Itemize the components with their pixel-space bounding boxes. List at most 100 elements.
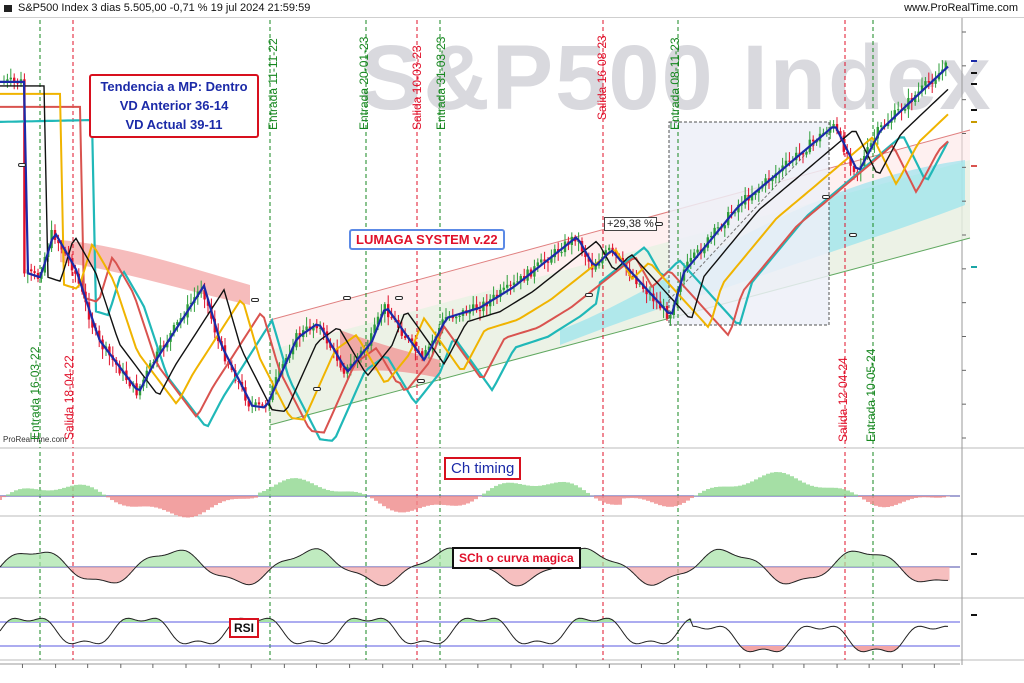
candle-body	[594, 265, 597, 270]
candle-body	[30, 269, 33, 272]
price-label-ma1	[971, 109, 977, 111]
candle-body	[754, 193, 757, 196]
candle-body	[315, 325, 318, 329]
candle-body	[733, 212, 737, 214]
candle-body	[6, 79, 9, 82]
trend-line-2: VD Anterior 36-14	[119, 98, 229, 113]
candle-body	[852, 165, 856, 172]
candle-body	[383, 304, 386, 314]
candle-body	[189, 302, 193, 305]
candle-body	[737, 204, 740, 213]
candle-body	[832, 124, 835, 128]
ma-yellow	[0, 92, 949, 421]
candle-body	[322, 327, 325, 332]
candle-body	[254, 402, 257, 406]
signal-label-8	[822, 195, 830, 199]
candle-body	[516, 281, 519, 283]
candle-body	[400, 327, 403, 336]
entry-label-5: Entrada 31-03-23	[434, 36, 448, 130]
entry-label-7: Entrada 08-11-23	[668, 37, 682, 130]
price-label-close	[971, 83, 977, 85]
candle-body	[611, 247, 614, 251]
candle-body	[74, 270, 77, 274]
candle-body	[710, 235, 713, 238]
candle-body	[560, 252, 563, 254]
candle-body	[621, 258, 624, 261]
candle-body	[424, 350, 427, 357]
price-signal-line	[0, 65, 949, 409]
candle-body	[798, 152, 801, 154]
signal-label-6	[585, 293, 593, 297]
candle-body	[669, 315, 672, 319]
candle-body	[499, 289, 502, 297]
candle-body	[689, 257, 692, 262]
entry-label-1: Salida 18-04-22	[62, 355, 76, 440]
trend-line-3: VD Actual 39-11	[125, 117, 223, 132]
candle-body	[897, 109, 900, 111]
candle-body	[455, 316, 458, 319]
price-label-ma4	[971, 266, 977, 268]
candle-body	[546, 261, 550, 263]
candle-body	[495, 294, 499, 297]
site-url[interactable]: www.ProRealTime.com	[904, 2, 1018, 14]
signal-label-9	[849, 233, 857, 237]
entry-label-0: Entrada 16-03-22	[28, 346, 42, 440]
chart-icon	[4, 5, 12, 12]
candle-body	[421, 351, 424, 357]
candle-body	[723, 225, 726, 229]
percent-change-label: +29,38 %	[604, 217, 657, 231]
candle-body	[730, 212, 733, 214]
candle-body	[475, 304, 478, 311]
candle-body	[489, 299, 492, 307]
source-label: ProRealTime.com	[3, 435, 67, 444]
candle-body	[278, 368, 281, 378]
candle-body	[638, 283, 641, 285]
candle-body	[920, 85, 924, 92]
candle-body	[839, 131, 842, 136]
candle-body	[376, 316, 380, 325]
candle-body	[893, 110, 896, 120]
candle-body	[203, 289, 206, 300]
candle-body	[427, 346, 431, 351]
candle-body	[696, 249, 699, 253]
candle-body	[410, 338, 414, 342]
rsi-curve	[0, 617, 949, 653]
candle-body	[927, 81, 930, 83]
entry-label-3: Entrada 20-01-23	[357, 36, 371, 130]
candle-body	[825, 132, 828, 134]
signal-label-3	[395, 296, 403, 300]
candle-body	[931, 82, 934, 84]
signal-label-7	[655, 222, 663, 226]
candle-body	[478, 310, 482, 312]
candle-body	[33, 271, 36, 273]
candle-body	[13, 77, 16, 82]
candle-body	[536, 262, 539, 267]
price-label-ma3	[971, 165, 977, 167]
candle-body	[257, 402, 261, 405]
trend-line-1: Tendencia a MP: Dentro	[100, 79, 248, 94]
candle-body	[281, 364, 284, 369]
candle-body	[118, 364, 121, 374]
signal-label-0	[18, 163, 26, 167]
candle-body	[849, 153, 852, 166]
candle-body	[686, 261, 689, 270]
candle-body	[846, 151, 849, 154]
candle-body	[805, 152, 808, 155]
candle-body	[693, 252, 696, 258]
chart-header: S&P500 Index 3 dias 5.505,00 -0,71 % 19 …	[0, 0, 1024, 18]
rsi-value-label	[971, 614, 977, 616]
candle-body	[492, 294, 495, 300]
candle-body	[801, 152, 805, 155]
candle-body	[866, 147, 869, 157]
candle-body	[604, 250, 607, 257]
entry-label-9: Entrada 10-05-24	[864, 348, 878, 442]
candle-body	[614, 250, 618, 256]
price-label-close1	[971, 72, 977, 74]
candle-body	[934, 79, 937, 84]
candle-body	[370, 333, 373, 346]
candle-body	[261, 404, 264, 406]
candle-body	[869, 143, 873, 148]
candle-body	[57, 240, 60, 244]
candle-body	[451, 316, 454, 319]
